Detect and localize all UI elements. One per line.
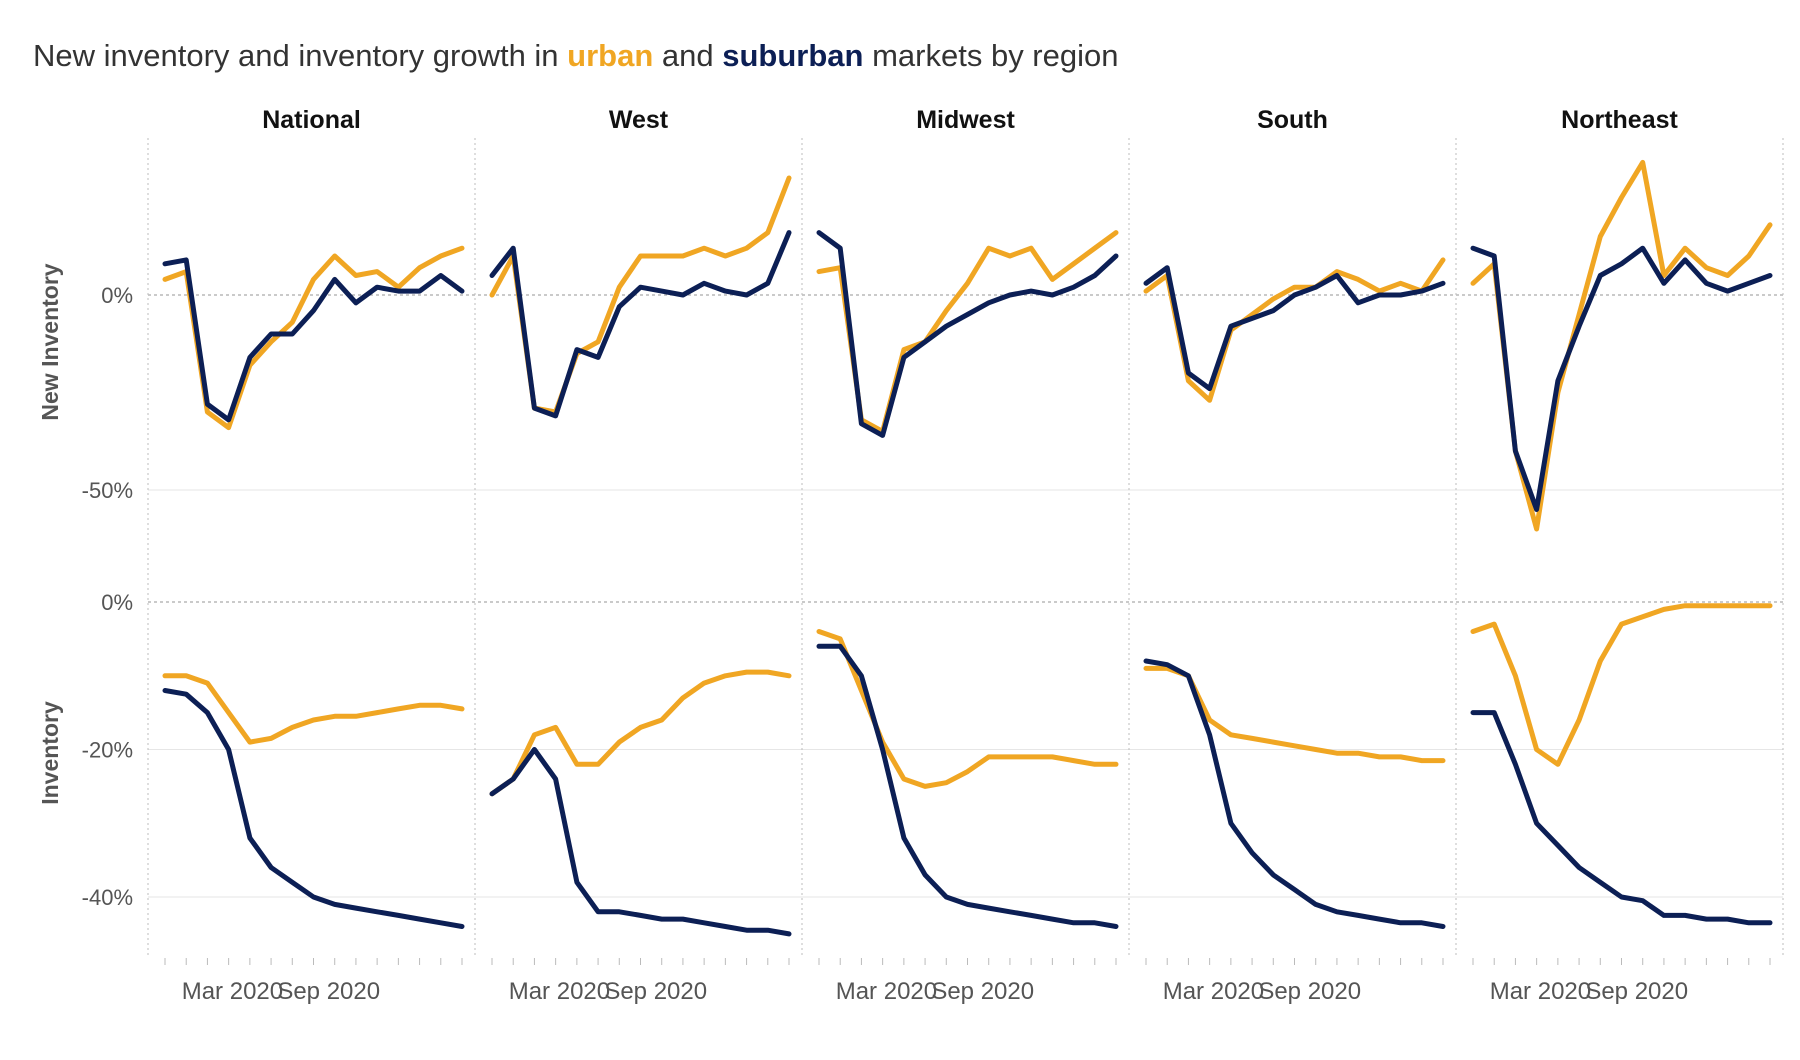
- panel-title-south: South: [1257, 106, 1328, 134]
- panel-title-northeast: Northeast: [1561, 106, 1678, 134]
- y-tick-label-0-1: -50%: [82, 478, 133, 503]
- y-tick-label-1-2: -40%: [82, 885, 133, 910]
- series-line-urban-new-inventory-national: [162, 245, 465, 431]
- series-line-urban-inventory-northeast: [1470, 603, 1773, 767]
- x-tick-label-south-1: Sep 2020: [1258, 978, 1361, 1005]
- series-line-suburban-new-inventory-west: [489, 230, 792, 419]
- x-tick-label-south-0: Mar 2020: [1163, 978, 1264, 1005]
- row-title-new-inventory: New Inventory: [37, 263, 63, 420]
- title-pre: New inventory and inventory growth in: [33, 38, 568, 73]
- series-line-suburban-inventory-midwest: [816, 643, 1119, 929]
- panel-title-midwest: Midwest: [916, 106, 1015, 134]
- series-line-suburban-inventory-west: [489, 747, 792, 937]
- row-title-inventory: Inventory: [37, 701, 63, 805]
- title-mid: and: [653, 38, 723, 73]
- series-line-suburban-new-inventory-northeast: [1470, 245, 1773, 512]
- panel-title-west: West: [609, 106, 669, 134]
- x-tick-label-west-1: Sep 2020: [604, 978, 707, 1005]
- series-line-suburban-new-inventory-south: [1143, 265, 1446, 392]
- series-line-suburban-new-inventory-national: [162, 257, 465, 423]
- series-line-urban-new-inventory-south: [1143, 257, 1446, 403]
- x-tick-label-national-1: Sep 2020: [277, 978, 380, 1005]
- y-tick-label-0-0: 0%: [101, 283, 133, 308]
- x-tick-label-northeast-1: Sep 2020: [1585, 978, 1688, 1005]
- y-tick-label-1-1: -20%: [82, 738, 133, 763]
- series-line-suburban-inventory-south: [1143, 658, 1446, 929]
- series-line-suburban-inventory-northeast: [1470, 710, 1773, 926]
- title-urban-keyword: urban: [567, 38, 654, 73]
- series-line-urban-inventory-west: [489, 669, 792, 797]
- series-line-urban-new-inventory-midwest: [816, 230, 1119, 434]
- x-tick-label-west-0: Mar 2020: [509, 978, 610, 1005]
- y-tick-label-1-0: 0%: [101, 590, 133, 615]
- series-line-suburban-inventory-national: [162, 688, 465, 929]
- x-tick-label-midwest-1: Sep 2020: [931, 978, 1034, 1005]
- series-line-urban-inventory-national: [162, 673, 465, 745]
- series-line-urban-new-inventory-northeast: [1470, 159, 1773, 532]
- title-suburban-keyword: suburban: [722, 38, 864, 73]
- x-tick-label-northeast-0: Mar 2020: [1490, 978, 1591, 1005]
- title-post: markets by region: [863, 38, 1119, 73]
- series-line-urban-inventory-midwest: [816, 629, 1119, 789]
- chart-title: New inventory and inventory growth in ur…: [33, 38, 1118, 74]
- x-tick-label-national-0: Mar 2020: [182, 978, 283, 1005]
- series-line-suburban-new-inventory-midwest: [816, 230, 1119, 438]
- x-tick-label-midwest-0: Mar 2020: [836, 978, 937, 1005]
- panel-title-national: National: [262, 106, 361, 134]
